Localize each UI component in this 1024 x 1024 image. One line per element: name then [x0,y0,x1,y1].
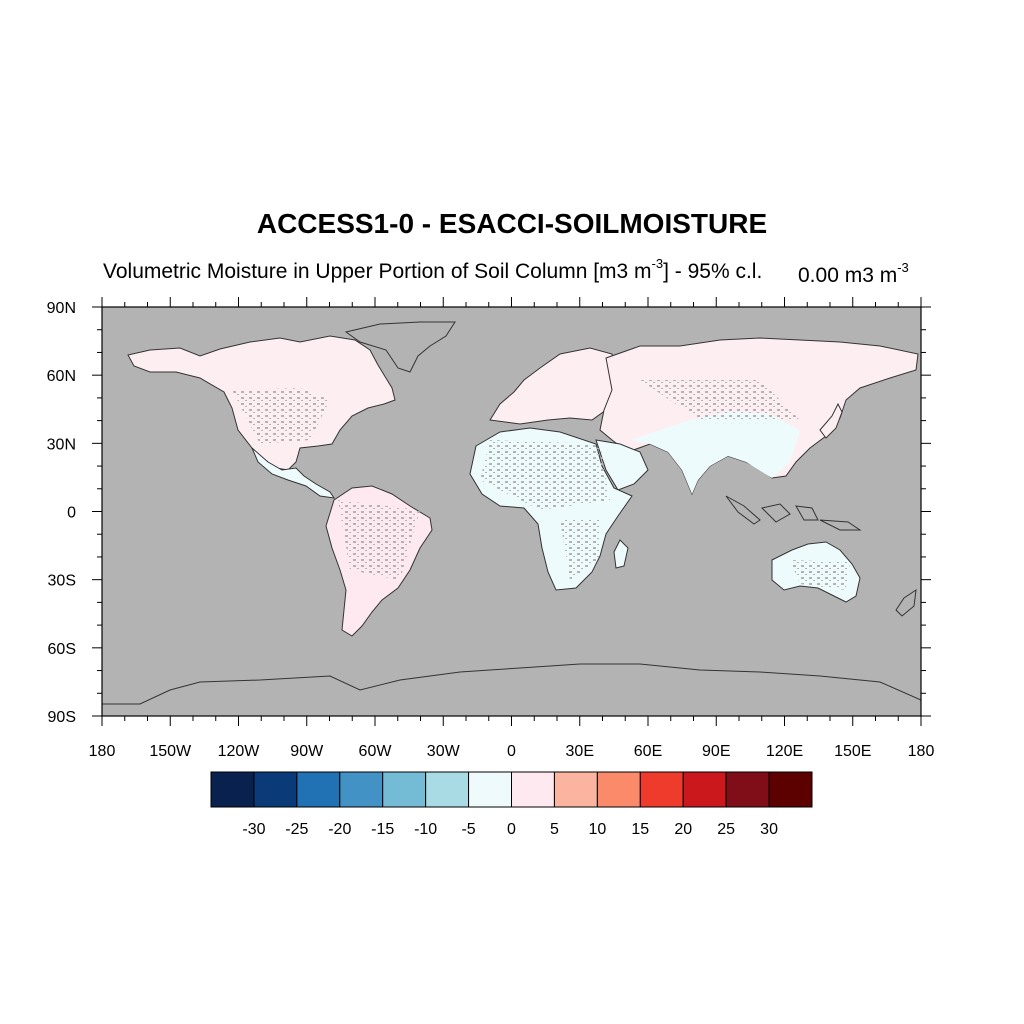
land-south-asia [630,412,800,494]
x-tick-label: 180 [908,743,935,760]
plot-title: ACCESS1-0 - ESACCI-SOILMOISTURE [256,208,768,239]
colorbar-swatch [511,771,555,808]
colorbar-label: -30 [242,821,265,838]
colorbar-swatch [639,771,684,808]
land-japan [819,402,843,439]
colorbar-label: -20 [328,821,351,838]
x-tick-label: 0 [507,743,516,760]
y-tick-label: 30N [47,436,76,453]
y-tick-label: 90N [47,300,76,317]
x-tick-label: 90W [290,743,324,760]
land-europe [489,347,619,425]
y-tick-label: 60S [48,641,76,658]
colorbar-label: -10 [414,821,437,838]
y-tick-label: 60N [47,368,76,385]
land-layer [102,321,921,716]
colorbar: -30 -25 -20 -15 -10 -5 0 5 10 15 20 25 30 [210,771,813,838]
land-madagascar [613,539,629,569]
colorbar-label: -15 [371,821,394,838]
subtitle-main: Volumetric Moisture in Upper Portion of … [103,260,652,283]
colorbar-swatch [768,771,813,808]
colorbar-label: -5 [461,821,475,838]
colorbar-label: 15 [631,821,649,838]
land-antarctica [102,663,921,716]
x-tick-label: 60E [634,743,662,760]
subtitle-tail: ] - 95% c.l. [663,260,763,283]
land-arabia [595,439,649,491]
map-ticks: 90N 60N 30N 0 30S 60S 90S 180 150W 120W 90W 60W 30W 0… [47,297,935,760]
x-tick-label: 90E [702,743,730,760]
x-tick-label: 30E [566,743,594,760]
x-tick-label: 150W [149,743,192,760]
land-new-zealand [895,588,917,617]
colorbar-label: 25 [717,821,735,838]
colorbar-swatch [210,771,255,808]
colorbar-label: 10 [588,821,606,838]
colorbar-label: 5 [550,821,559,838]
y-tick-label: 90S [48,709,76,726]
colorbar-swatch [425,771,470,808]
x-tick-label: 60W [359,743,393,760]
x-tick-label: 180 [89,743,116,760]
colorbar-swatch [253,771,298,808]
colorbar-swatch [468,771,513,808]
land-central-america [251,447,336,499]
colorbar-swatch [382,771,427,808]
colorbar-swatch [682,771,727,808]
subtitle-superscript: -3 [651,256,664,271]
x-tick-label: 120W [218,743,261,760]
x-tick-label: 150E [834,743,871,760]
right-label-superscript: -3 [897,260,909,275]
missing-data-speckle [232,380,850,590]
colorbar-label: 0 [507,821,516,838]
colorbar-swatch [296,771,341,808]
right-value-label: 0.00 m3 m-3 [798,261,909,288]
colorbar-label: 30 [760,821,778,838]
colorbar-label: -25 [285,821,308,838]
right-label-main: 0.00 m3 m [798,264,898,287]
colorbar-swatch [725,771,770,808]
x-tick-label: 120E [766,743,803,760]
land-greenland [344,321,456,373]
plot-subtitle: Volumetric Moisture in Upper Portion of … [103,257,763,284]
x-tick-label: 30W [427,743,461,760]
y-tick-label: 30S [48,573,76,590]
colorbar-swatch [553,771,598,808]
colorbar-swatch [339,771,384,808]
colorbar-label: 20 [674,821,692,838]
land-indonesia [725,495,862,531]
colorbar-swatch [596,771,641,808]
y-tick-label: 0 [67,505,76,522]
